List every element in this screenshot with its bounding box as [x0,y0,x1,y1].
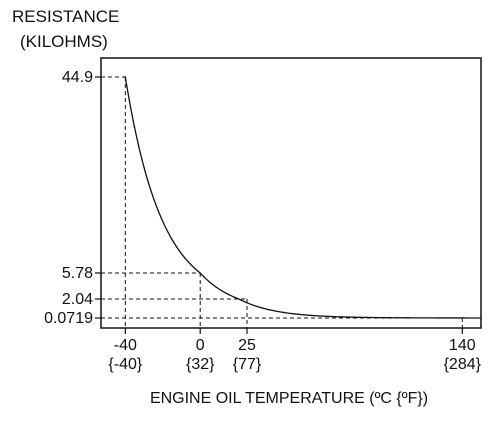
x-tick-label-fahrenheit: {32} [186,356,215,373]
x-tick-label-fahrenheit: {77} [233,356,262,373]
y-tick-label: 0.0719 [44,310,93,327]
y-ticks: 0.0719 2.04 5.78 44.9 [44,69,101,327]
x-tick-label-celsius: -40 [114,337,137,354]
x-axis-label: ENGINE OIL TEMPERATURE (ºC {ºF}) [150,390,428,407]
y-tick-label: 2.04 [62,291,93,308]
x-tick-label-celsius: 0 [196,337,205,354]
x-tick-label-fahrenheit: {-40} [108,356,142,373]
y-axis-label-line-1: RESISTANCE [12,7,119,26]
y-axis-label-line-2: (KILOHMS) [20,32,108,51]
x-ticks: -40 {-40} 0 {32} 25 {77} 140 {284} [108,328,482,373]
y-tick-label: 5.78 [62,265,93,282]
x-tick-label-celsius: 25 [238,337,256,354]
x-tick-label-celsius: 140 [449,337,476,354]
series-line [123,76,481,319]
x-tick-label-fahrenheit: {284} [444,356,482,373]
y-tick-label: 44.9 [62,69,93,86]
plot-frame [100,57,482,329]
